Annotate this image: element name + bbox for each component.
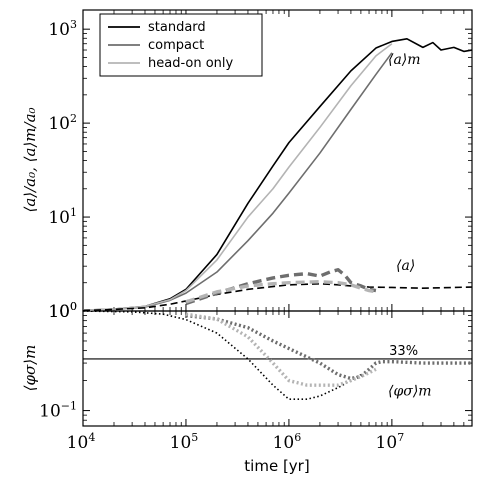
- legend-box: [99, 13, 263, 77]
- axis-ticks: [82, 10, 473, 427]
- series-line-0-4: [185, 268, 377, 306]
- bottom-panel-series: [83, 311, 472, 401]
- annotation-a-m: ⟨a⟩m: [388, 52, 421, 68]
- bottom-panel-frame: [82, 310, 473, 427]
- series-line-0-2: [83, 43, 393, 311]
- legend-label-compact: compact: [148, 38, 204, 53]
- reference-line-label: 33%: [389, 344, 418, 359]
- series-line-1-1: [185, 313, 472, 381]
- x-axis-title: time [yr]: [244, 457, 309, 475]
- y-tick-label-0-3: 103: [48, 18, 77, 40]
- annotation-a: ⟨a⟩: [396, 258, 415, 274]
- top-panel-series: [83, 37, 472, 311]
- annotation-phi-sigma-m: ⟨φσ⟩m: [388, 383, 432, 399]
- x-tick-label-1: 105: [170, 431, 199, 453]
- x-tick-label-3: 107: [376, 431, 405, 453]
- series-line-1-2: [185, 312, 377, 387]
- x-tick-label-2: 106: [273, 431, 302, 453]
- legend-label-head-on: head-on only: [148, 56, 234, 71]
- legend-label-standard: standard: [148, 20, 206, 35]
- y-tick-label-0-1: 101: [48, 206, 77, 228]
- y-tick-label-0-0: 100: [48, 300, 77, 322]
- series-line-0-0: [83, 37, 472, 311]
- series-line-0-1: [83, 52, 393, 311]
- y-axis-title-top: ⟨a⟩/a₀, ⟨a⟩m/a₀: [21, 107, 39, 212]
- x-tick-label-0: 104: [67, 431, 96, 453]
- y-axis-title-bottom: ⟨φσ⟩m: [21, 345, 39, 392]
- series-line-0-5: [185, 280, 377, 304]
- y-tick-label-1-0: 100: [48, 300, 77, 322]
- y-tick-label-0-2: 102: [48, 112, 77, 134]
- series-line-1-0: [83, 311, 362, 401]
- series-line-0-3: [83, 282, 472, 311]
- y-tick-label-1-1: 10−1: [39, 400, 77, 422]
- legend: standard compact head-on only: [99, 13, 263, 77]
